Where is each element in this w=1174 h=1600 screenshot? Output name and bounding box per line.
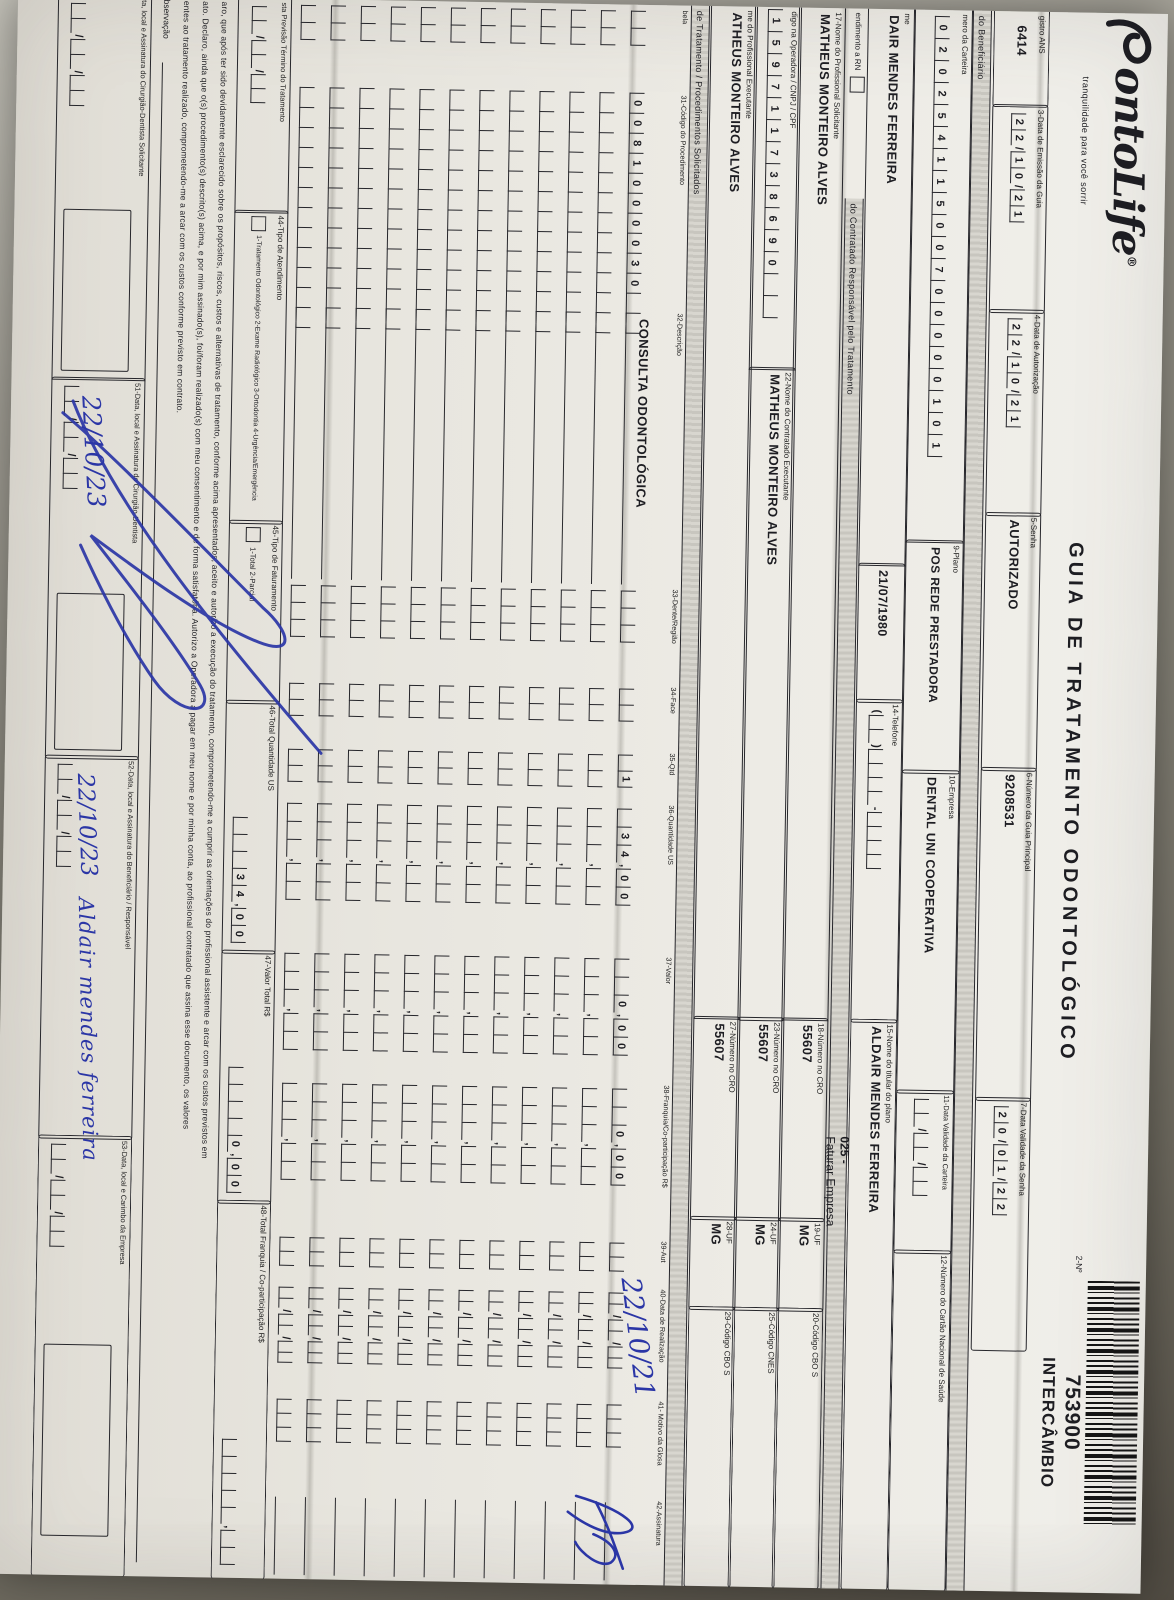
- descricao-line: [620, 312, 641, 585]
- barcode: [1083, 1280, 1140, 1527]
- assinatura-solicitante-box: [60, 208, 132, 372]
- field-24-uf: 24-UF MG: [732, 1216, 781, 1312]
- field-18-numero-cro: 18-Número no CRO 55607: [777, 1017, 829, 1223]
- field-28-uf: 28-UF MG: [688, 1215, 737, 1311]
- field-12-cartao-nacional-saude: 12-Número do Cartão Nacional de Saúde: [887, 1249, 952, 1592]
- handwritten-name-beneficiario: Aldair mendes ferreira: [73, 897, 103, 1162]
- field-6-numero-guia-principal: 6-Número da Guia Principal 9208531: [975, 766, 1037, 1102]
- data-solicitante-boxes: / /: [69, 2, 87, 107]
- field-20-codigo-cbo: 20-Código CBO S: [771, 1307, 824, 1590]
- field-previsao-termino: sta Previsão Término do Tratamento / /: [234, 0, 293, 214]
- field-5-senha: 5-Senha AUTORIZADO: [980, 511, 1042, 772]
- field-25-codigo-cnes: 25-Código CNES: [727, 1306, 780, 1589]
- aut-boxes: [608, 1242, 625, 1272]
- dente-regiao-boxes: [619, 590, 636, 643]
- field-19-uf: 19-UF MG: [776, 1217, 825, 1313]
- field-4-data-autorizacao: 4-Data de Autorização 2 2/1 0/2 1: [985, 308, 1045, 517]
- telefone-boxes: () -: [863, 708, 884, 1022]
- observacao-label: bservação: [161, 0, 173, 39]
- field-13-nome: me DAIR MENDES FERREIRA: [858, 8, 916, 567]
- tipo-atendimento-box: [251, 216, 267, 232]
- logo-tagline: tranquilidade para você sorrir: [1078, 76, 1091, 206]
- field-2-numero-label: 2-Nº: [1074, 1255, 1085, 1273]
- intercambio-label: INTERCÂMBIO: [1037, 1356, 1059, 1489]
- senha-value: AUTORIZADO: [1005, 519, 1023, 610]
- uf-profissional-executante-value: MG: [708, 1223, 724, 1246]
- plano-value: POS REDE PRESTADORA: [925, 546, 943, 704]
- field-14-telefone: 14-Telefone () -: [850, 698, 903, 1024]
- logo-text: ontoLife®: [1102, 66, 1156, 267]
- odontolife-logo: ontoLife®: [1098, 15, 1158, 267]
- qtd-boxes: 1: [617, 754, 633, 788]
- guide-number: 753900: [1059, 1374, 1085, 1451]
- data-nascimento-value: 21/07/1980: [875, 569, 891, 637]
- field-9-plano: 9-Plano POS REDE PRESTADORA: [901, 539, 964, 775]
- field-10-empresa: 10-Empresa DENTAL UNI COOPERATIVA: [896, 769, 960, 1095]
- field-7-data-validade-senha: 7-Data Validade da Senha 2 0/0 1/2 2: [970, 1096, 1032, 1352]
- atendimento-rn-box: [849, 76, 865, 93]
- field-53-carimbo-empresa: 53-Data, local e Carimbo da Empresa / /: [30, 1134, 133, 1578]
- field-50-assinatura-dentista-solicitante: ta, local e Assinatura do Cirurgião-Dent…: [51, 0, 153, 382]
- data-beneficiario-boxes: / /: [55, 763, 73, 868]
- uf-executante-value: MG: [752, 1223, 768, 1246]
- data-autorizacao-boxes: 2 2/1 0/2 1: [1004, 318, 1023, 515]
- registro-ans-value: 6414: [1014, 25, 1030, 57]
- signature-scribble-row1: [566, 1494, 634, 1571]
- motivo-glosa-boxes: [605, 1404, 622, 1448]
- carimbo-empresa-box: [40, 1343, 112, 1537]
- faturar-empresa-stamp: 025 - Faturar Empresa: [823, 1136, 852, 1227]
- field-29-codigo-cbo: 29-Código CBO S: [683, 1305, 736, 1588]
- data-empresa-boxes: / /: [49, 1143, 67, 1248]
- field-15-nome-titular: 15-Nome do titular do plano ALDAIR MENDE…: [840, 1018, 898, 1591]
- face-boxes: [618, 688, 635, 722]
- field-23-numero-cro: 23-Número no CRO 55607: [733, 1016, 785, 1222]
- uf-solicitante-value: MG: [796, 1224, 812, 1247]
- tabela-boxes: [630, 10, 646, 46]
- data-emissao-boxes: 2 2/1 0/2 1: [1008, 113, 1027, 312]
- field-11-data-validade-carteira: 11-Data Validade da Carteira / /: [893, 1089, 955, 1255]
- previsao-termino-boxes: / /: [248, 6, 267, 212]
- data-validade-senha-boxes: 2 0/0 1/2 2: [990, 1106, 1009, 1350]
- field-27-numero-cro: 27-Número no CRO 55607: [689, 1015, 741, 1221]
- field-atendimento-rn: endimento a RN: [849, 12, 866, 93]
- table-empty-rows: , , , / / , , , / /: [267, 0, 625, 1584]
- data-validade-carteira-boxes: / /: [911, 1098, 930, 1253]
- field-48-total-franquia: 48-Total Franquia / Co-participação R$ ,: [210, 1199, 272, 1580]
- signature-scribble-51: [61, 399, 323, 755]
- field-data-nascimento: 21/07/1980: [855, 562, 906, 704]
- field-registro-ans: gistro ANS 6414: [992, 10, 1051, 108]
- logo-swirl-icon: [1105, 19, 1152, 64]
- handwritten-date-52: 22/10/23: [71, 772, 102, 877]
- form-title: GUIA DE TRATAMENTO ODONTOLÓGICO: [1055, 541, 1087, 1063]
- total-franquia-boxes: ,: [219, 1438, 237, 1565]
- field-3-data-emissao: 3-Data de Emissão da Guia 2 2/1 0/2 1: [988, 103, 1049, 314]
